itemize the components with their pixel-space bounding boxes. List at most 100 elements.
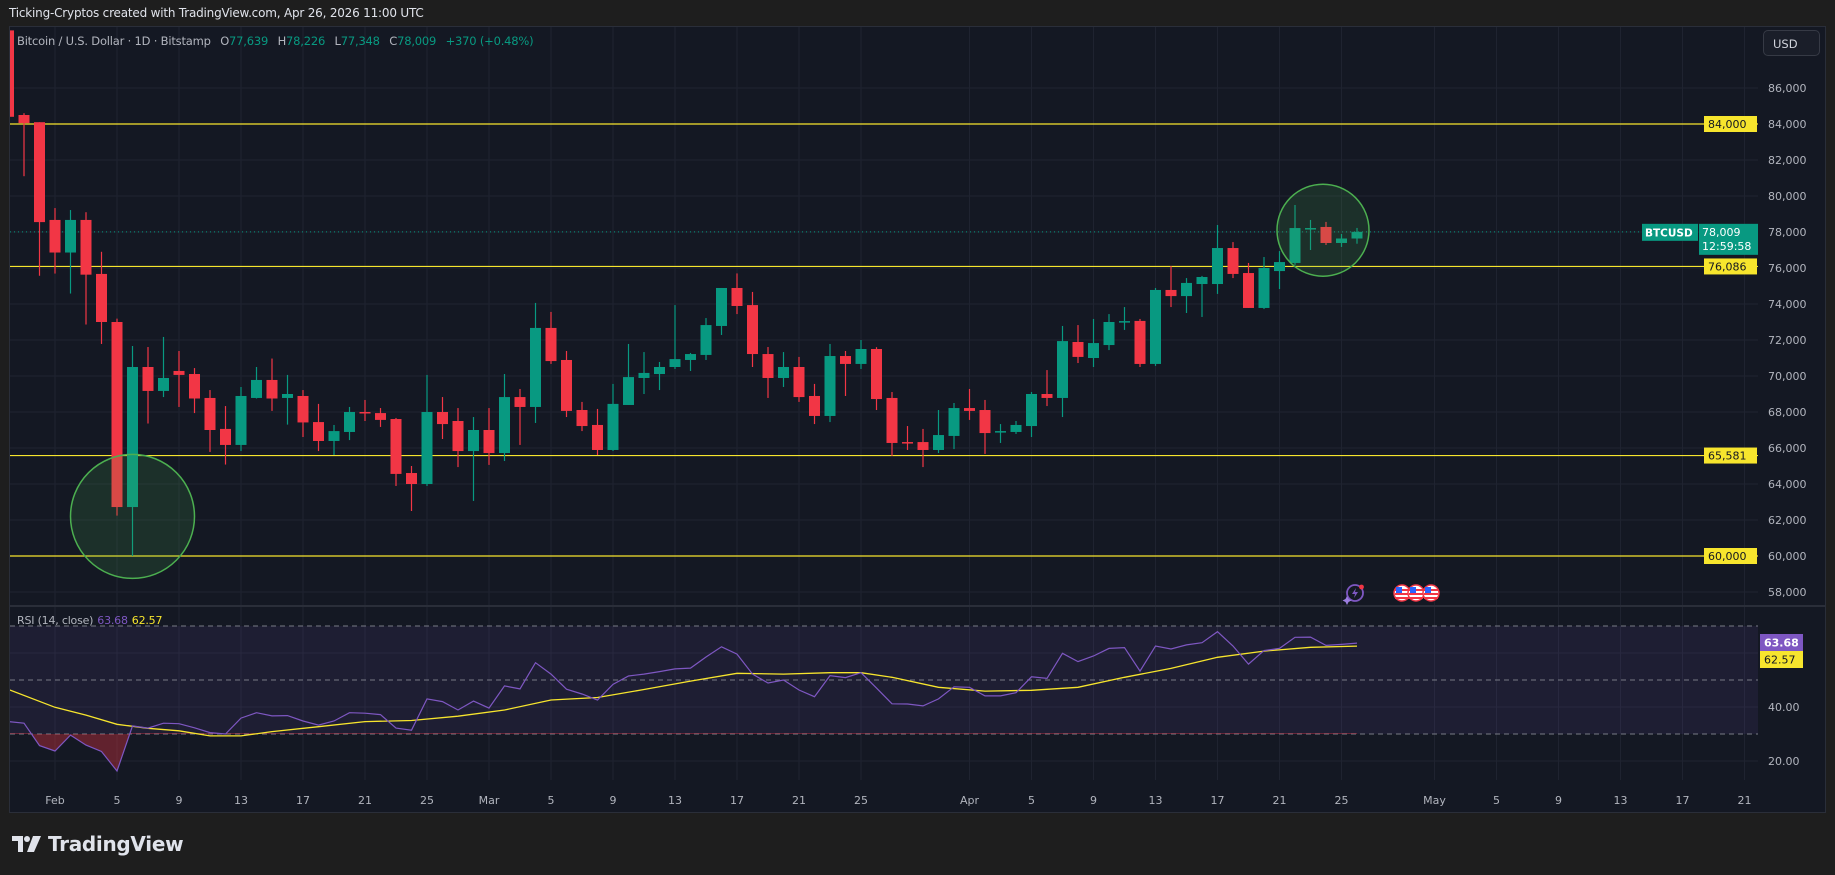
- rsi-value: 63.68: [97, 614, 128, 627]
- candle: [328, 424, 340, 456]
- date-axis-label: 9: [1090, 794, 1097, 807]
- rsi-line: [10, 630, 1358, 773]
- candle: [127, 345, 138, 556]
- candle: [1181, 278, 1192, 313]
- highlight-circle[interactable]: [69, 453, 196, 580]
- flag-canton: [1410, 587, 1416, 593]
- candle: [964, 388, 975, 420]
- candle: [142, 347, 154, 424]
- price-axis-label: 84,000: [1768, 118, 1807, 131]
- candle: [173, 350, 185, 407]
- candle: [1119, 307, 1130, 330]
- candle: [824, 343, 836, 423]
- candle: [855, 340, 867, 369]
- candle: [607, 383, 619, 452]
- event-markers[interactable]: [1342, 584, 1440, 605]
- candle: [995, 424, 1006, 443]
- candle-body: [762, 354, 774, 378]
- highlight-circle[interactable]: [1276, 183, 1370, 277]
- candle-body: [917, 442, 929, 450]
- candle: [902, 426, 913, 450]
- candle: [1289, 205, 1301, 265]
- us-flag-event-icon[interactable]: [1407, 584, 1425, 602]
- candle: [1258, 257, 1270, 310]
- rsi-name: RSI (14, close): [17, 614, 94, 627]
- candle: [297, 390, 309, 438]
- rsi-tag-bg: [1760, 634, 1803, 651]
- date-axis-label: 21: [792, 794, 806, 807]
- candle-body: [1243, 273, 1254, 308]
- candle-body: [1134, 320, 1146, 364]
- date-axis-label: 9: [1555, 794, 1562, 807]
- horizontal-levels[interactable]: [10, 123, 1758, 557]
- candle: [10, 30, 14, 117]
- candle: [716, 287, 727, 335]
- candle: [638, 352, 650, 394]
- candle-body: [1336, 238, 1347, 243]
- candle: [1134, 318, 1146, 367]
- axis-labels: 58,000 60,000 62,000 64,000 66,000 68,000 70,0…: [45, 82, 1806, 807]
- flag-stripe: [1424, 597, 1438, 599]
- price-tags: 84,000 76,086 65,581 60,000 BTCUSD 78,00912:5…: [1642, 116, 1803, 668]
- candle-body: [545, 327, 557, 362]
- date-axis-label: 5: [1493, 794, 1500, 807]
- candle: [282, 374, 293, 425]
- price-axis-label: 82,000: [1768, 154, 1807, 167]
- candle-body: [561, 359, 572, 411]
- candle-body: [793, 367, 805, 398]
- candle-body: [576, 410, 588, 427]
- candle-body: [809, 395, 820, 416]
- current-price-label: 78,009: [1702, 226, 1741, 239]
- candle-body: [1072, 341, 1084, 357]
- level-price-tag: 76,086: [1704, 258, 1757, 275]
- currency-button[interactable]: USD: [1763, 30, 1820, 56]
- level-tag-bg: [1704, 447, 1757, 464]
- candle-body: [840, 356, 851, 364]
- candle: [840, 350, 851, 396]
- rsi-legend[interactable]: RSI (14, close) 63.68 62.57: [17, 614, 162, 627]
- candle-body: [824, 356, 836, 416]
- rsi-tag-label: 63.68: [1764, 637, 1799, 650]
- candle-body: [344, 412, 355, 432]
- symbol-legend[interactable]: Bitcoin / U.S. Dollar · 1D · Bitstamp O7…: [17, 34, 534, 48]
- highlight-circles[interactable]: [69, 183, 1370, 580]
- candle-body: [1181, 282, 1192, 297]
- rsi-axis-label: 40.00: [1768, 701, 1800, 714]
- flag-stripe: [1395, 593, 1409, 595]
- brand-name: TradingView: [48, 832, 184, 856]
- date-axis-label: 21: [1273, 794, 1287, 807]
- candle-body: [1351, 231, 1363, 239]
- bar-countdown-label: 12:59:58: [1702, 240, 1751, 253]
- candle: [437, 397, 448, 439]
- candle: [576, 401, 588, 432]
- candle: [111, 318, 123, 516]
- change-value: +370 (+0.48%): [445, 34, 534, 48]
- date-axis-label: 13: [1149, 794, 1163, 807]
- candle: [65, 210, 76, 294]
- candle-body: [1320, 226, 1332, 243]
- candle-body: [499, 397, 510, 454]
- candle-body: [1274, 262, 1285, 272]
- candle: [1243, 262, 1254, 308]
- candle-body: [1227, 248, 1239, 274]
- us-flag-event-icon[interactable]: [1422, 584, 1440, 602]
- lightning-alert-icon[interactable]: [1342, 584, 1364, 605]
- candle: [886, 392, 898, 456]
- level-tag-bg: [1704, 116, 1757, 132]
- candle-body: [1305, 228, 1316, 230]
- close-value: 78,009: [397, 34, 437, 48]
- level-price-tag: 60,000: [1704, 548, 1757, 564]
- candle: [1041, 370, 1053, 407]
- candle-body: [964, 408, 975, 411]
- open-value: 77,639: [229, 34, 269, 48]
- candle-body: [855, 349, 867, 364]
- flag-stripe: [1395, 597, 1409, 599]
- candle-body: [359, 412, 371, 414]
- candle: [979, 399, 991, 454]
- candle-body: [297, 395, 309, 423]
- level-tag-label: 60,000: [1708, 550, 1747, 563]
- date-axis-label: 17: [730, 794, 744, 807]
- low-value: 77,348: [340, 34, 380, 48]
- tradingview-logo[interactable]: TradingView: [12, 832, 184, 856]
